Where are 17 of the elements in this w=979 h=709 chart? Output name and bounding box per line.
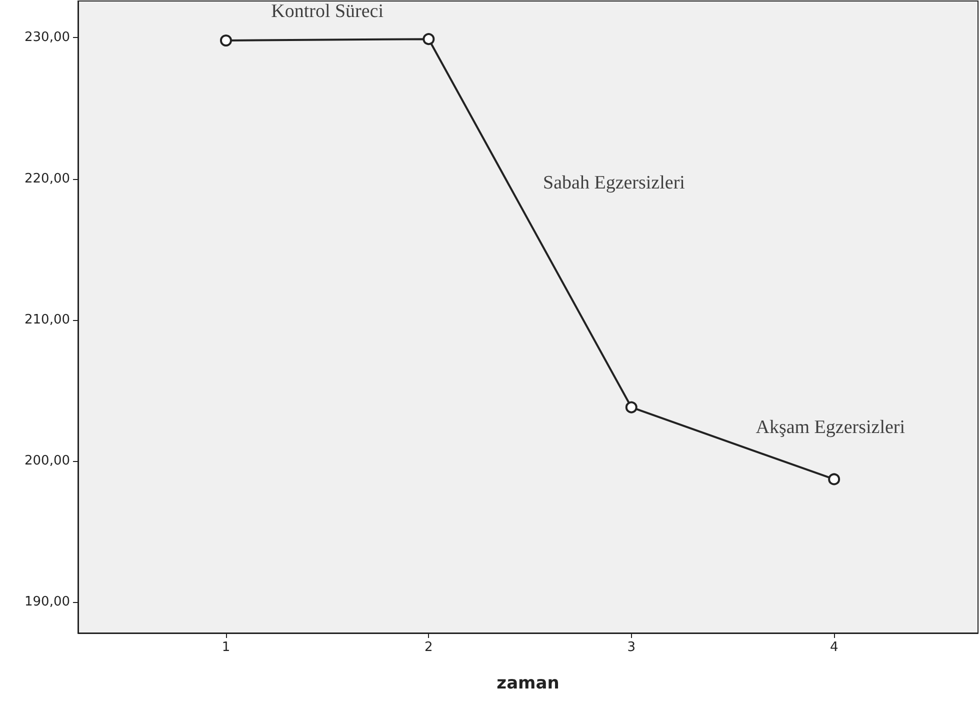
annotation: Kontrol Süreci xyxy=(271,0,384,22)
point xyxy=(828,473,840,486)
annotation: Sabah Egzersizleri xyxy=(543,172,685,194)
point xyxy=(422,33,435,46)
x-tick-label: 2 xyxy=(424,640,433,655)
point xyxy=(220,34,232,46)
point xyxy=(625,401,638,414)
x-axis-title: zaman xyxy=(496,674,560,694)
y-tick-label: 210,00 xyxy=(24,312,70,328)
x-tick-label: 1 xyxy=(222,640,230,655)
y-tick-label: 230,00 xyxy=(24,30,70,46)
x-tick-label: 3 xyxy=(627,640,636,655)
y-tick-label: 190,00 xyxy=(24,594,70,610)
y-tick-label: 220,00 xyxy=(24,171,70,186)
x-tick-label: 4 xyxy=(830,640,838,655)
annotation: Akşam Egzersizleri xyxy=(756,416,906,438)
y-tick-label: 200,00 xyxy=(24,453,70,468)
